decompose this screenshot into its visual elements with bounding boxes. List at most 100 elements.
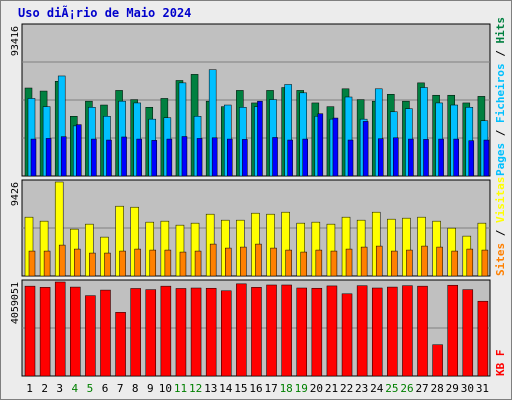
bar-kbytes [160,285,172,377]
bar-pages [121,136,127,177]
bar-kbytes [266,284,277,377]
legend-entry: Visitas [494,177,507,223]
day-label: 7 [117,382,124,395]
bar-kbytes [281,284,292,377]
day-label: 12 [189,382,202,395]
bar-pages [453,138,459,177]
day-label: 28 [431,382,444,395]
legend-entry: Sites [494,243,507,276]
bar-pages [272,137,278,177]
bar-sites [194,250,202,277]
bar-pages [393,137,399,177]
bar-sites [43,250,51,277]
bar-sites [481,249,489,277]
bar-sites [391,250,398,277]
bar-kbytes [296,287,307,377]
bar-kbytes [54,281,66,377]
legend-entry: KB F [494,350,507,377]
bar-sites [255,243,262,277]
day-label: 23 [355,382,368,395]
bar-sites [74,248,81,277]
day-label: 20 [310,382,323,395]
bar-pages [166,138,173,177]
day-label: 21 [325,382,338,395]
bar-pages [30,138,37,177]
bar-kbytes [326,285,338,377]
bar-kbytes [236,283,247,377]
bar-kbytes [341,293,353,377]
bar-kbytes [115,312,126,377]
bar-sites [225,247,232,277]
bar-pages [483,139,490,177]
bar-kbytes [417,285,428,377]
bar-pages [362,121,369,177]
bar-kbytes [70,286,81,377]
bar-kbytes [190,287,202,377]
bar-pages [302,138,308,177]
bar-sites [179,251,187,277]
bar-sites [315,249,323,277]
bar-kbytes [447,284,458,377]
bar-pages [242,139,248,177]
bar-pages [151,140,158,177]
bar-sites [270,247,277,277]
bar-sites [104,252,111,277]
legend-entry: Pages [494,143,507,176]
bar-pages [60,136,67,177]
day-label: 15 [234,382,247,395]
day-label: 22 [340,382,353,395]
bar-kbytes [24,285,36,377]
bar-kbytes [311,287,323,377]
day-label: 5 [87,382,94,395]
bar-kbytes [221,290,232,377]
bar-kbytes [356,285,368,377]
day-label: 29 [446,382,459,395]
bar-sites [164,249,172,277]
bar-sites [345,248,353,277]
bar-kbytes [371,287,383,377]
bar-pages [227,138,233,177]
day-label: 18 [280,382,293,395]
bar-sites [406,249,413,277]
bar-pages [423,139,429,177]
day-label: 19 [295,382,308,395]
right-legend: Sites / Visitas [494,177,507,276]
bar-pages [76,124,82,177]
bar-kbytes [462,289,474,377]
bar-pages [91,138,97,177]
bar-pages [377,138,384,177]
bar-kbytes [175,288,187,377]
bar-sites [28,250,36,277]
bar-kbytes [387,286,398,377]
bar-pages [211,137,218,177]
bar-kbytes [85,295,96,377]
right-legend: Pages / Ficheiros / Hits [494,17,507,176]
bar-kbytes [145,289,157,377]
bar-kbytes [130,288,141,377]
bar-sites [436,246,443,277]
day-label: 31 [476,382,489,395]
bar-sites [134,248,141,277]
bar-sites [451,250,458,277]
bar-kbytes [39,287,51,377]
bar-kbytes [432,344,443,377]
bar-pages [468,140,475,177]
day-label: 13 [204,382,217,395]
bar-sites [89,252,96,277]
day-label: 2 [41,382,48,395]
bar-sites [209,243,217,277]
legend-entry: Hits [494,17,507,44]
bar-pages [136,138,142,177]
bar-sites [119,250,126,277]
y-max-label: 9426 [10,182,21,206]
bar-pages [287,139,293,177]
day-label: 6 [102,382,109,395]
bar-sites [421,245,428,277]
bar-sites [149,249,157,277]
day-label: 24 [370,382,384,395]
bar-pages [332,117,339,177]
bar-kbytes [100,289,111,377]
bar-pages [408,138,414,177]
bar-kbytes [477,300,489,377]
